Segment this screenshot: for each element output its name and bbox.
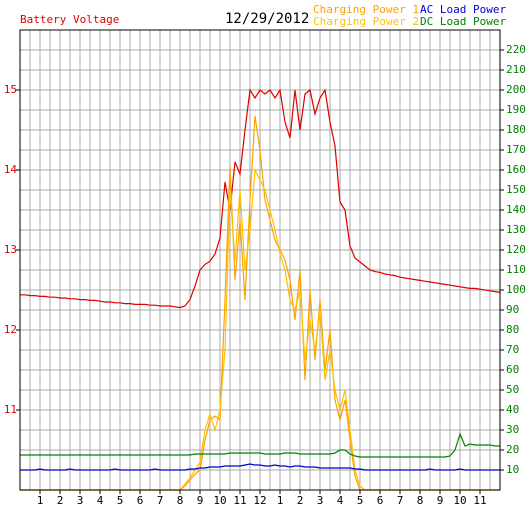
y2-tick-label: 80 <box>506 323 519 336</box>
legend-entry: Charging Power 2 <box>313 15 419 28</box>
x-tick-label: 7 <box>397 494 404 507</box>
y2-tick-label: 140 <box>506 203 526 216</box>
y2-tick-label: 50 <box>506 383 519 396</box>
legend-entry: Charging Power 1 <box>313 3 419 16</box>
x-tick-label: 7 <box>157 494 164 507</box>
x-tick-label: 1 <box>37 494 44 507</box>
series-line <box>20 88 501 309</box>
legend-entry: AC Load Power <box>420 3 506 16</box>
x-tick-label: 12 <box>253 494 266 507</box>
y2-tick-label: 150 <box>506 183 526 196</box>
y-tick-label: 11 <box>4 403 17 416</box>
x-tick-label: 9 <box>197 494 204 507</box>
y2-tick-label: 20 <box>506 443 519 456</box>
y2-tick-label: 110 <box>506 263 526 276</box>
x-tick-label: 4 <box>97 494 104 507</box>
y2-tick-label: 120 <box>506 243 526 256</box>
grid <box>20 30 500 490</box>
x-tick-label: 4 <box>337 494 344 507</box>
x-tick-label: 2 <box>297 494 304 507</box>
y2-tick-label: 190 <box>506 103 526 116</box>
legend-entry: Battery Voltage <box>20 13 119 26</box>
x-tick-label: 8 <box>177 494 184 507</box>
x-tick-label: 2 <box>57 494 64 507</box>
x-tick-label: 3 <box>77 494 84 507</box>
x-tick-label: 1 <box>277 494 284 507</box>
y2-tick-label: 100 <box>506 283 526 296</box>
y2-tick-label: 60 <box>506 363 519 376</box>
y-tick-label: 14 <box>4 163 18 176</box>
y2-tick-label: 10 <box>506 463 519 476</box>
x-tick-label: 11 <box>473 494 486 507</box>
x-tick-label: 8 <box>417 494 424 507</box>
legend-entry: DC Load Power <box>420 15 506 28</box>
y-tick-label: 12 <box>4 323 17 336</box>
y-tick-label: 15 <box>4 83 17 96</box>
y2-tick-label: 210 <box>506 63 526 76</box>
x-tick-label: 6 <box>137 494 144 507</box>
x-tick-label: 3 <box>317 494 324 507</box>
series-line <box>20 463 500 471</box>
x-tick-label: 6 <box>377 494 384 507</box>
y2-tick-label: 170 <box>506 143 526 156</box>
x-tick-label: 9 <box>437 494 444 507</box>
y2-tick-label: 70 <box>506 343 519 356</box>
y2-tick-label: 160 <box>506 163 526 176</box>
x-tick-label: 5 <box>357 494 364 507</box>
x-tick-label: 10 <box>453 494 466 507</box>
y2-tick-label: 130 <box>506 223 526 236</box>
x-tick-label: 11 <box>233 494 246 507</box>
y-tick-label: 13 <box>4 243 17 256</box>
x-tick-label: 10 <box>213 494 226 507</box>
chart-title: 12/29/2012 <box>225 11 309 27</box>
y2-tick-label: 90 <box>506 303 519 316</box>
x-tick-label: 5 <box>117 494 124 507</box>
y2-tick-label: 200 <box>506 83 526 96</box>
y2-tick-label: 40 <box>506 403 519 416</box>
y2-tick-label: 180 <box>506 123 526 136</box>
y2-tick-label: 220 <box>506 43 526 56</box>
series-line <box>20 432 500 458</box>
y2-tick-label: 30 <box>506 423 519 436</box>
